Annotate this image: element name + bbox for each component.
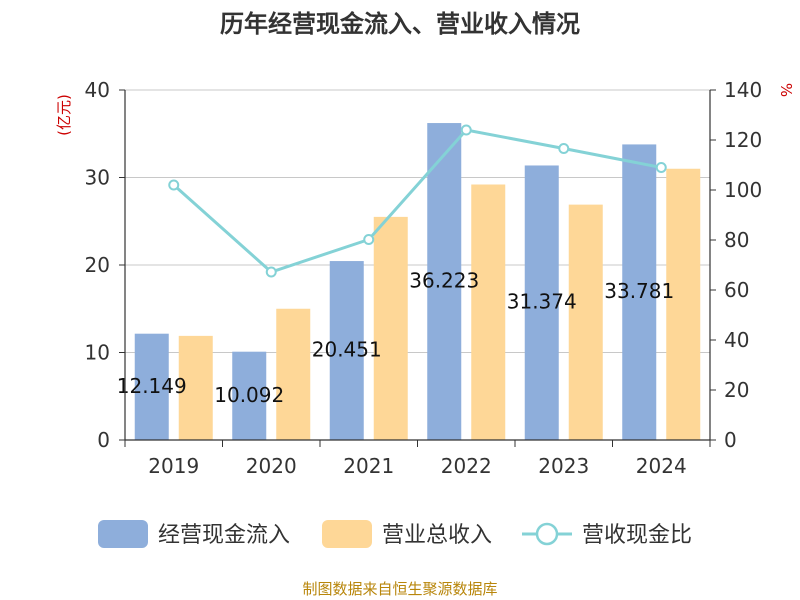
- legend-swatch: [98, 520, 148, 548]
- bar-label: 20.451: [312, 338, 382, 362]
- y-left-tick-label: 40: [85, 78, 110, 102]
- bar-label: 33.781: [604, 279, 674, 303]
- ratio-point: [558, 143, 570, 154]
- y-right-tick-label: 20: [724, 378, 749, 402]
- bar-label: 31.374: [507, 290, 577, 314]
- legend-label: 营收现金比: [582, 523, 692, 548]
- ratio-line: [168, 124, 667, 278]
- y-right-tick-label: 0: [724, 428, 737, 452]
- x-tick-label: 2023: [538, 454, 589, 478]
- bar-cash-inflow: [134, 333, 169, 440]
- bar-cash-inflow: [622, 144, 657, 440]
- axes: 0 10 20 30 40 0 20 40 60 80 100 120 140 2019 2020 2021 2…: [85, 78, 763, 478]
- bar-revenue: [373, 216, 408, 440]
- x-tick-label: 2024: [636, 454, 687, 478]
- legend-label: 营业总收入: [382, 523, 492, 548]
- y-left-axis-label: (亿元): [55, 94, 73, 136]
- source-note: 制图数据来自恒生聚源数据库: [302, 580, 497, 598]
- y-right-tick-label: 60: [724, 278, 749, 302]
- bar-cash-inflow: [427, 123, 462, 440]
- legend-marker: [535, 522, 559, 546]
- bar-cash-inflow: [524, 165, 559, 441]
- y-right-axis-label: %: [777, 83, 795, 97]
- bar-cash-inflow: [232, 351, 267, 440]
- bars: [134, 123, 701, 441]
- legend-label: 经营现金流入: [158, 523, 290, 548]
- bar-revenue: [568, 204, 603, 440]
- y-right-tick-label: 120: [724, 128, 762, 152]
- ratio-point: [363, 234, 375, 245]
- legend: 经营现金流入 营业总收入 营收现金比: [98, 520, 692, 548]
- y-left-tick-label: 0: [97, 428, 110, 452]
- ratio-point: [168, 179, 180, 191]
- bar-data-labels: 12.149 10.092 20.451 36.223 31.374 33.781: [117, 269, 674, 407]
- bar-label: 10.092: [214, 383, 284, 407]
- grid-lines: [125, 89, 710, 353]
- bar-revenue: [178, 335, 213, 440]
- bar-label: 12.149: [117, 374, 187, 398]
- y-right-tick-label: 80: [724, 228, 749, 252]
- y-left-tick-label: 30: [85, 166, 110, 190]
- x-tick-label: 2022: [441, 454, 492, 478]
- bar-revenue: [276, 308, 311, 440]
- bar-label: 36.223: [409, 269, 479, 293]
- ratio-polyline: [172, 128, 662, 274]
- y-right-tick-label: 140: [724, 78, 762, 102]
- legend-swatch: [322, 520, 372, 548]
- ratio-point: [655, 162, 667, 173]
- ratio-point: [265, 266, 277, 278]
- ratio-point: [460, 124, 472, 136]
- y-right-tick-label: 40: [724, 328, 749, 352]
- y-left-tick-label: 20: [85, 253, 110, 277]
- bar-revenue: [471, 184, 506, 440]
- chart-title: 历年经营现金流入、营业收入情况: [220, 10, 580, 38]
- x-tick-label: 2021: [343, 454, 394, 478]
- x-tick-label: 2020: [246, 454, 297, 478]
- y-left-tick-label: 10: [85, 341, 110, 365]
- bar-cash-inflow: [329, 261, 364, 440]
- y-right-tick-label: 100: [724, 178, 762, 202]
- x-tick-label: 2019: [148, 454, 199, 478]
- bar-revenue: [666, 168, 701, 440]
